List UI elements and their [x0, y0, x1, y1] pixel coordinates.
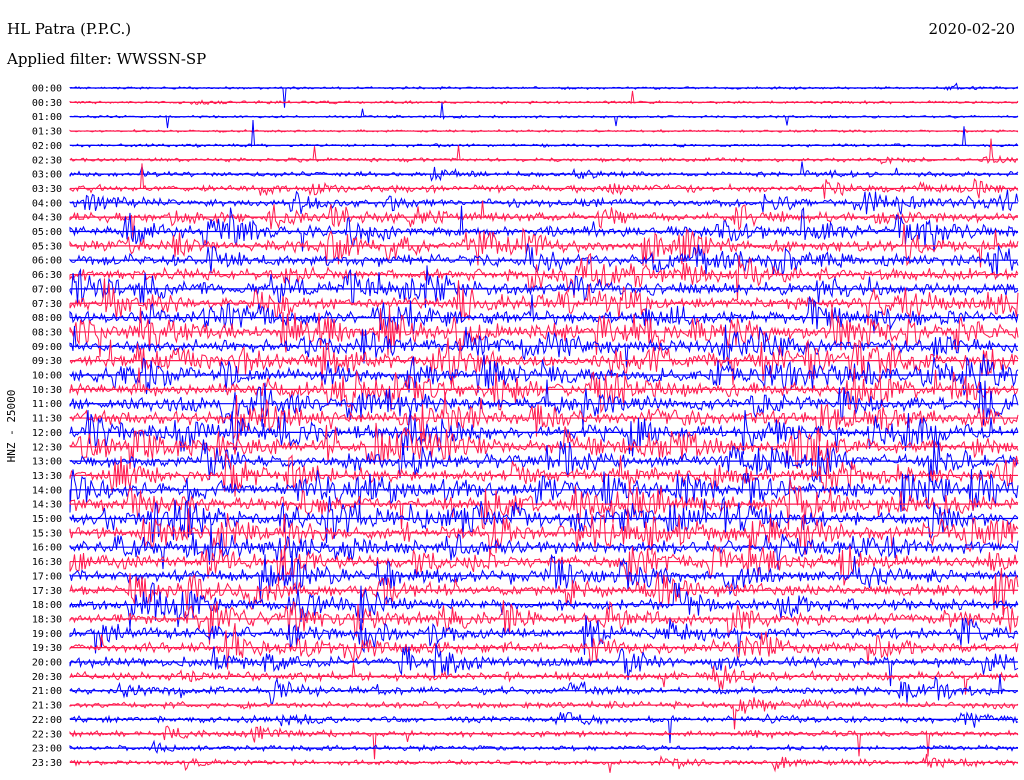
time-label: 05:00 [32, 227, 62, 238]
time-label-group: 00:00 00:30 01:00 01:30 02:00 02:30 03:00 03:30… [32, 84, 62, 769]
time-label: 18:30 [32, 614, 62, 625]
time-label: 07:00 [32, 284, 62, 295]
trace-line [69, 452, 1019, 497]
time-label: 11:30 [32, 414, 62, 425]
time-label: 07:30 [32, 299, 62, 310]
time-label: 23:00 [32, 744, 62, 755]
time-label: 23:30 [32, 758, 62, 769]
time-label: 18:00 [32, 600, 62, 611]
time-label: 08:30 [32, 327, 62, 338]
time-label: 09:30 [32, 356, 62, 367]
trace-line [69, 725, 1019, 760]
time-label: 19:00 [32, 629, 62, 640]
time-label: 14:30 [32, 500, 62, 511]
trace-line [69, 305, 1019, 357]
trace-line [69, 161, 1019, 182]
time-label: 13:00 [32, 457, 62, 468]
trace-line [69, 753, 1019, 773]
trace-line [69, 337, 1019, 386]
trace-line [69, 697, 1019, 730]
trace-line [69, 278, 1019, 326]
time-label: 22:30 [32, 729, 62, 740]
trace-line [69, 189, 1019, 215]
time-label: 16:00 [32, 543, 62, 554]
time-label: 10:00 [32, 371, 62, 382]
time-label: 01:00 [32, 112, 62, 123]
time-label: 00:00 [32, 84, 62, 95]
time-label: 03:00 [32, 170, 62, 181]
time-label: 17:30 [32, 586, 62, 597]
trace-line [69, 119, 1019, 149]
time-label: 02:00 [32, 141, 62, 152]
time-label: 03:30 [32, 184, 62, 195]
trace-line [69, 392, 1019, 443]
time-label: 14:00 [32, 485, 62, 496]
time-label: 21:00 [32, 686, 62, 697]
trace-line [69, 711, 1019, 744]
trace-line [69, 550, 1019, 600]
time-label: 22:00 [32, 715, 62, 726]
time-label: 20:30 [32, 672, 62, 683]
trace-line [69, 410, 1019, 457]
filter-label: Applied filter: WWSSN-SP [7, 50, 207, 68]
time-label: 01:30 [32, 127, 62, 138]
time-label: 08:00 [32, 313, 62, 324]
trace-line [69, 674, 1019, 705]
time-label: 13:30 [32, 471, 62, 482]
time-label: 06:00 [32, 256, 62, 267]
trace-line [69, 102, 1019, 129]
time-label: 12:30 [32, 442, 62, 453]
trace-line [69, 324, 1019, 368]
time-label: 21:30 [32, 701, 62, 712]
time-label: 15:30 [32, 528, 62, 539]
time-label: 11:00 [32, 399, 62, 410]
trace-group [69, 82, 1019, 773]
date-label: 2020-02-20 [928, 20, 1015, 38]
trace-line [69, 367, 1019, 414]
time-label: 19:30 [32, 643, 62, 654]
trace-line [69, 82, 1019, 108]
trace-line [69, 567, 1019, 616]
time-label: 05:30 [32, 241, 62, 252]
station-title: HL Patra (P.P.C.) [7, 20, 132, 38]
trace-line [69, 600, 1019, 645]
time-label: 15:00 [32, 514, 62, 525]
trace-line [69, 379, 1019, 428]
trace-line [69, 525, 1019, 570]
time-label: 09:00 [32, 342, 62, 353]
time-label: 06:30 [32, 270, 62, 281]
time-label: 04:30 [32, 213, 62, 224]
time-label: 02:30 [32, 155, 62, 166]
time-label: 10:30 [32, 385, 62, 396]
time-label: 20:00 [32, 658, 62, 669]
time-label: 12:00 [32, 428, 62, 439]
y-axis-label: HNZ - 25000 [5, 390, 18, 463]
trace-line [69, 508, 1019, 557]
trace-line [69, 469, 1019, 513]
trace-line [69, 354, 1019, 396]
trace-line [69, 739, 1019, 755]
time-label: 17:00 [32, 571, 62, 582]
trace-line [69, 294, 1019, 334]
time-label: 04:00 [32, 198, 62, 209]
time-label: 16:30 [32, 557, 62, 568]
time-label: 00:30 [32, 98, 62, 109]
